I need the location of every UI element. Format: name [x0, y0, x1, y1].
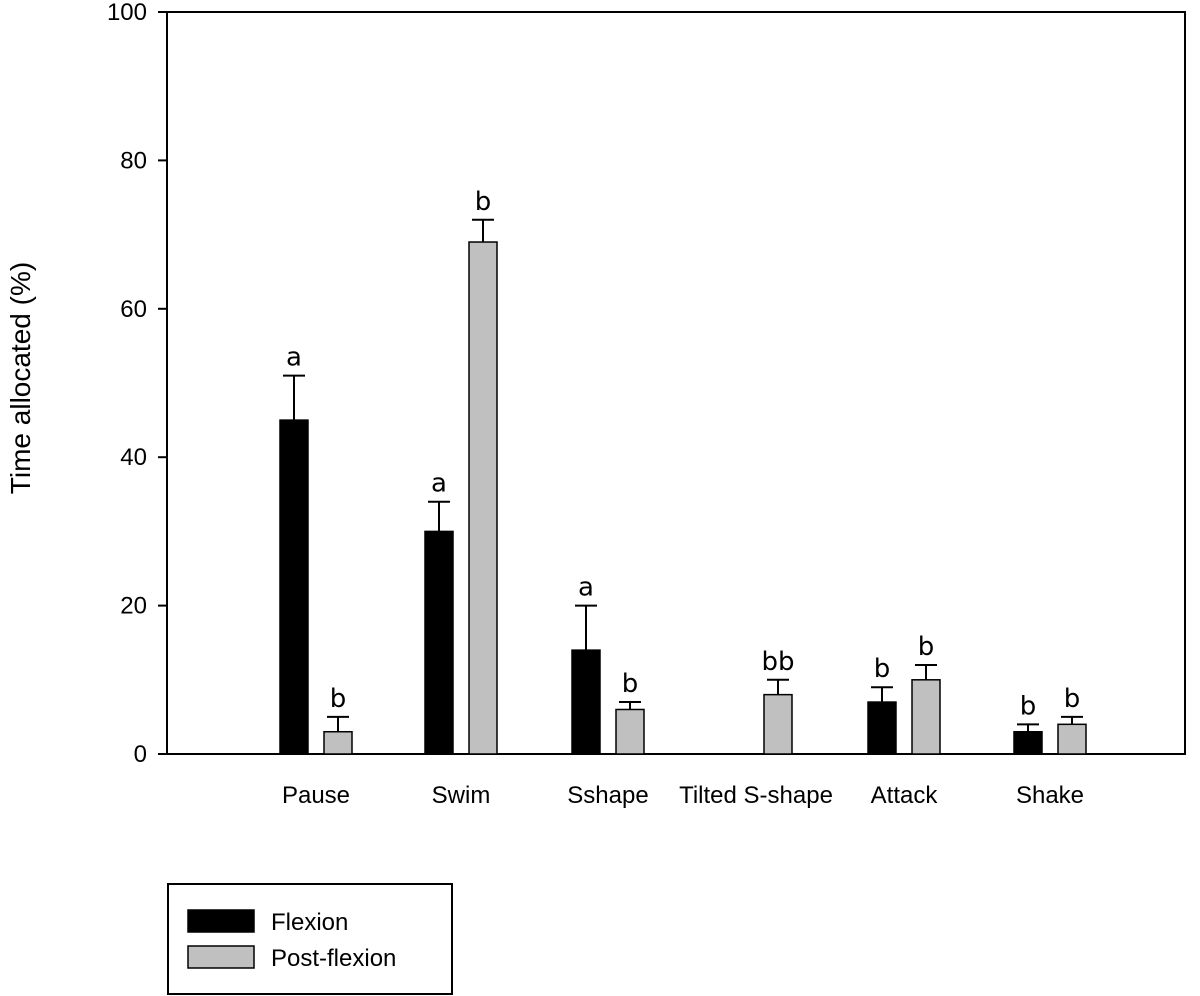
- bar-post-flexion: [323, 730, 353, 755]
- bar-post-flexion: [468, 241, 498, 755]
- significance-label: b: [622, 669, 639, 699]
- bar-flexion: [279, 419, 309, 755]
- significance-label: b: [1020, 691, 1037, 721]
- chart-axes: [166, 11, 1186, 755]
- x-tick-label: Shake: [1016, 782, 1084, 809]
- significance-label: b: [1064, 684, 1081, 714]
- significance-label: bb: [761, 647, 794, 677]
- plot-frame: [166, 11, 1186, 755]
- y-tick-label: 40: [120, 444, 147, 471]
- legend-swatch: [187, 945, 255, 969]
- x-tick-label: Swim: [432, 782, 491, 809]
- x-tick-label: Pause: [282, 782, 350, 809]
- legend-label: Flexion: [271, 909, 348, 936]
- bar-flexion: [1013, 730, 1043, 755]
- bar-post-flexion: [911, 679, 941, 755]
- bar-post-flexion: [763, 693, 793, 755]
- significance-label: b: [330, 684, 347, 714]
- x-tick-label: Sshape: [567, 782, 648, 809]
- y-tick-label: 0: [134, 741, 147, 768]
- y-tick-label: 100: [107, 0, 147, 26]
- significance-label: b: [874, 654, 891, 684]
- bar-flexion: [571, 649, 601, 755]
- bar-post-flexion: [1057, 723, 1087, 755]
- legend-label: Post-flexion: [271, 945, 396, 972]
- legend-box: [167, 883, 453, 995]
- legend: Flexion Post-flexion: [167, 883, 453, 995]
- x-tick-label: Attack: [871, 782, 939, 809]
- chart-ticks: 0 20 40 60 80 100 Pause Swim Sshape Tilted S-shap…: [107, 0, 1084, 809]
- y-tick-label: 80: [120, 147, 147, 174]
- significance-label: a: [431, 469, 447, 499]
- y-axis-title: Time allocated (%): [5, 262, 36, 494]
- bar-flexion: [424, 530, 454, 755]
- x-tick-label: Tilted S-shape: [679, 782, 833, 809]
- bar-flexion: [867, 701, 897, 755]
- y-tick-label: 20: [120, 593, 147, 620]
- significance-label: b: [475, 187, 492, 217]
- legend-swatch: [187, 909, 255, 933]
- significance-label: a: [578, 573, 594, 603]
- y-tick-label: 60: [120, 296, 147, 323]
- significance-label: b: [918, 632, 935, 662]
- bar-post-flexion: [615, 708, 645, 755]
- significance-label: a: [286, 343, 302, 373]
